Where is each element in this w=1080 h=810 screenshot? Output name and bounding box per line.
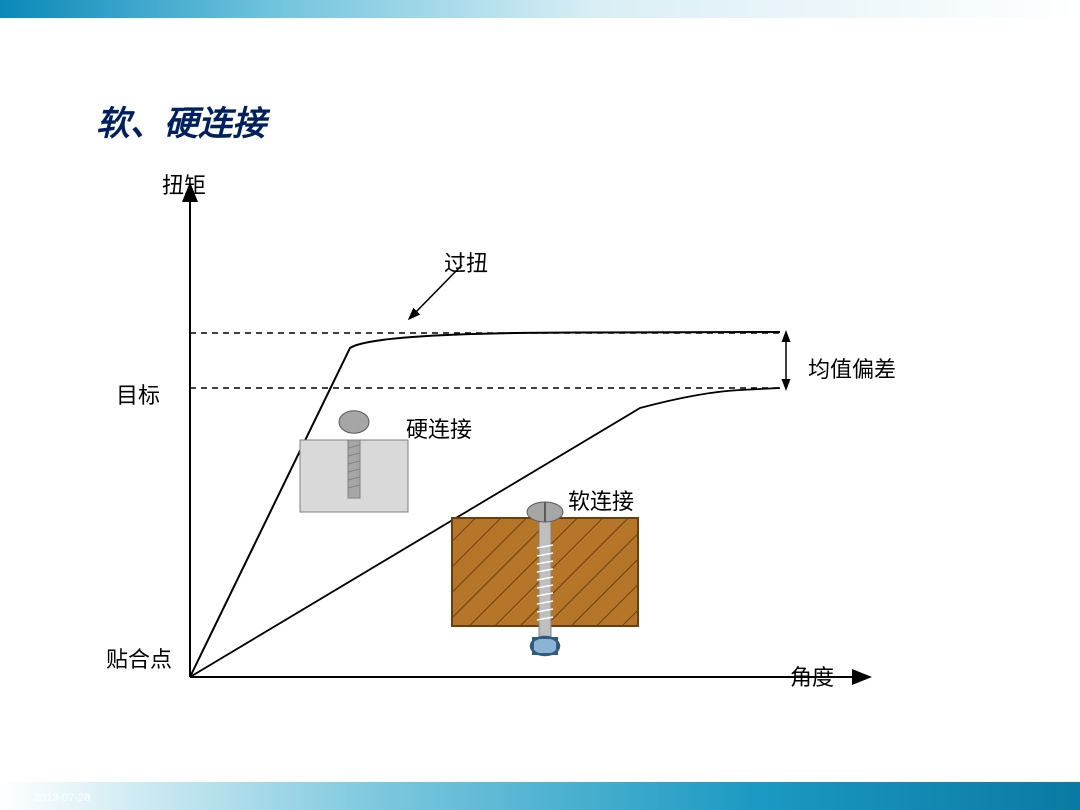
hard-joint-icon	[300, 411, 408, 512]
mean-deviation-label: 均值偏差	[808, 352, 896, 384]
slide-date: 2013-07-28	[34, 792, 90, 804]
hard-joint-label: 硬连接	[406, 412, 472, 444]
over-torque-label: 过扭	[444, 246, 488, 278]
fit-point-label: 贴合点	[106, 642, 172, 674]
torque-angle-diagram	[0, 0, 1080, 810]
soft-joint-label: 软连接	[568, 484, 634, 516]
y-axis-label: 扭矩	[162, 168, 206, 200]
soft-joint-icon	[452, 502, 638, 655]
target-label: 目标	[116, 378, 160, 410]
x-axis-label: 角度	[790, 660, 834, 692]
